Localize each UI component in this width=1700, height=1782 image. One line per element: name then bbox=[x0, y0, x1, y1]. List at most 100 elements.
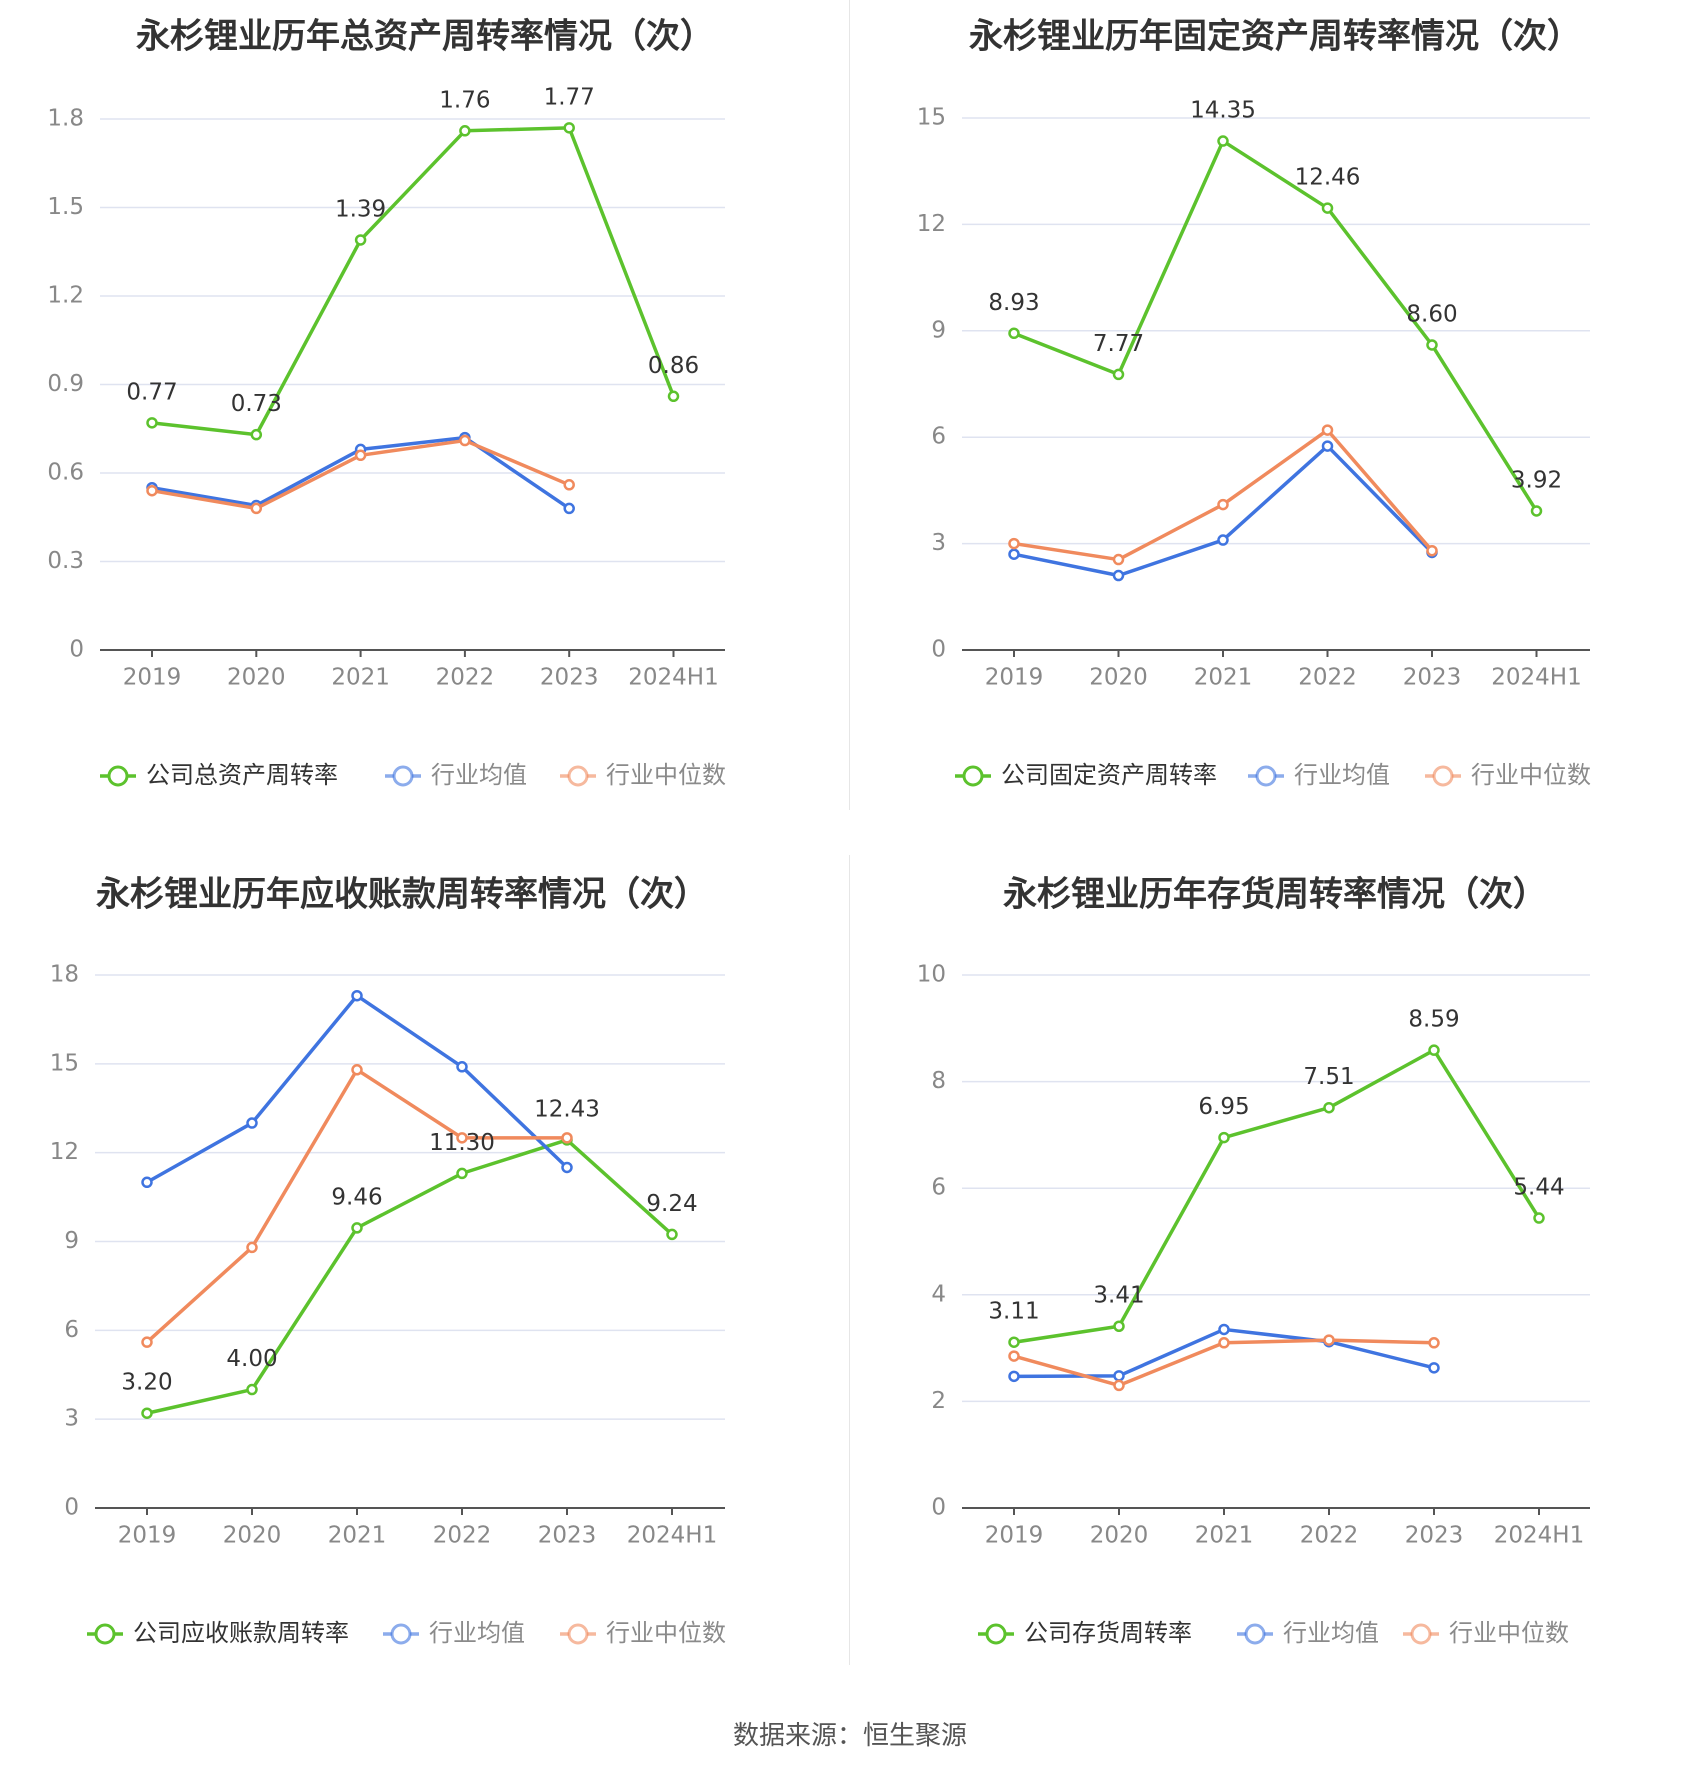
chart-1-ytick-label: 0 bbox=[69, 637, 84, 663]
chart-1-legend-marker-company bbox=[107, 765, 129, 787]
chart-2-data-label: 8.60 bbox=[1406, 301, 1457, 327]
chart-1-data-label: 0.73 bbox=[231, 391, 282, 417]
chart-1-data-label: 1.39 bbox=[335, 196, 386, 222]
chart-2-ytick-label: 15 bbox=[917, 105, 946, 131]
chart-2-legend-marker-avg bbox=[1255, 765, 1277, 787]
chart-4-point-company bbox=[1428, 1044, 1440, 1056]
chart-1-legend-marker-avg bbox=[392, 765, 414, 787]
chart-3-ytick-label: 12 bbox=[50, 1139, 79, 1165]
chart-4-legend-marker-avg bbox=[1244, 1623, 1266, 1645]
chart-3-ytick-label: 18 bbox=[50, 962, 79, 988]
chart-2-point-median bbox=[1426, 544, 1438, 557]
chart-1-data-label: 0.86 bbox=[648, 353, 699, 379]
chart-4-legend-marker-company bbox=[985, 1623, 1007, 1645]
chart-3-xtick-label: 2020 bbox=[223, 1523, 282, 1549]
chart-1-xtick-label: 2021 bbox=[331, 665, 390, 691]
chart-4-series-line-avg bbox=[1013, 1327, 1435, 1379]
chart-2-ytick-label: 12 bbox=[917, 211, 946, 237]
chart-4-point-median bbox=[1008, 1350, 1020, 1362]
chart-2-xtick-label: 2023 bbox=[1403, 665, 1462, 691]
chart-2-xtick-label: 2020 bbox=[1089, 665, 1148, 691]
chart-4-data-label: 7.51 bbox=[1303, 1064, 1354, 1090]
chart-3-legend-label-median: 行业中位数 bbox=[606, 1619, 726, 1647]
chart-3-title: 永杉锂业历年应收账款周转率情况（次） bbox=[96, 875, 708, 915]
chart-2-data-label: 3.92 bbox=[1511, 467, 1562, 493]
chart-4-ytick-label: 0 bbox=[931, 1495, 946, 1521]
chart-3-ytick-label: 9 bbox=[64, 1228, 79, 1254]
chart-4-point-avg bbox=[1218, 1323, 1230, 1336]
chart-4-point-avg bbox=[1428, 1362, 1440, 1374]
chart-3-point-company bbox=[666, 1228, 678, 1241]
chart-3-point-avg bbox=[561, 1161, 573, 1174]
chart-4-xtick-label: 2019 bbox=[985, 1523, 1044, 1549]
chart-2-data-label: 14.35 bbox=[1190, 98, 1256, 124]
chart-2-legend-label-company: 公司固定资产周转率 bbox=[1001, 761, 1217, 789]
chart-2-point-company bbox=[1530, 505, 1543, 517]
chart-1-legend-label-median: 行业中位数 bbox=[606, 761, 726, 789]
chart-2-title: 永杉锂业历年固定资产周转率情况（次） bbox=[969, 17, 1581, 57]
chart-2-series-line-avg bbox=[1013, 444, 1434, 578]
chart-2-ytick-label: 0 bbox=[931, 637, 946, 663]
chart-3-xtick-label: 2024H1 bbox=[627, 1523, 717, 1549]
chart-1-ytick-label: 1.8 bbox=[47, 106, 84, 132]
chart-2-point-median bbox=[1112, 553, 1125, 566]
chart-3-data-label: 9.46 bbox=[331, 1184, 382, 1210]
chart-3-ytick-label: 15 bbox=[50, 1050, 79, 1076]
vertical-divider-bottom bbox=[849, 855, 850, 1665]
chart-1-ytick-label: 0.9 bbox=[47, 371, 84, 397]
chart-1-xtick-label: 2023 bbox=[540, 665, 599, 691]
chart-1-legend-label-company: 公司总资产周转率 bbox=[146, 761, 338, 789]
chart-1-point-company bbox=[250, 428, 263, 441]
chart-4-data-label: 6.95 bbox=[1198, 1094, 1249, 1120]
chart-3-point-company bbox=[351, 1222, 363, 1234]
chart-3-point-avg bbox=[351, 989, 363, 1002]
chart-4-point-company bbox=[1113, 1320, 1125, 1332]
chart-4-legend-label-company: 公司存货周转率 bbox=[1024, 1619, 1192, 1647]
chart-4-point-company bbox=[1533, 1212, 1545, 1224]
chart-1-xtick-label: 2022 bbox=[436, 665, 495, 691]
chart-4-point-median bbox=[1323, 1334, 1335, 1346]
chart-1-point-median bbox=[354, 449, 367, 462]
chart-2-point-median bbox=[1321, 424, 1334, 436]
chart-3-point-median bbox=[246, 1241, 258, 1254]
chart-2-legend-marker-company bbox=[962, 765, 984, 787]
chart-3-legend-marker-median bbox=[567, 1623, 589, 1645]
chart-1-point-avg bbox=[563, 502, 575, 515]
chart-1-ytick-label: 1.5 bbox=[47, 194, 84, 220]
chart-1-data-label: 0.77 bbox=[126, 379, 177, 405]
chart-1-xtick-label: 2020 bbox=[227, 665, 286, 691]
chart-3-data-label: 11.30 bbox=[429, 1130, 495, 1156]
chart-2-data-label: 7.77 bbox=[1093, 331, 1144, 357]
chart-4-point-median bbox=[1113, 1379, 1125, 1392]
chart-1-legend-label-avg: 行业均值 bbox=[431, 761, 527, 789]
data-source-note: 数据来源：恒生聚源 bbox=[732, 1721, 967, 1751]
chart-2-xtick-label: 2022 bbox=[1298, 665, 1357, 691]
chart-2-series-line-company bbox=[1013, 139, 1538, 512]
chart-4-ytick-label: 4 bbox=[931, 1281, 946, 1307]
chart-2-point-avg bbox=[1321, 440, 1334, 452]
chart-4-xtick-label: 2024H1 bbox=[1494, 1523, 1584, 1549]
chart-2-xtick-label: 2019 bbox=[985, 665, 1044, 691]
chart-3-point-median bbox=[141, 1336, 153, 1348]
chart-2-point-company bbox=[1008, 327, 1020, 340]
chart-2-point-company bbox=[1426, 339, 1438, 351]
chart-2-point-company bbox=[1321, 202, 1334, 214]
chart-1-point-median bbox=[146, 484, 158, 497]
chart-4-series-line-company bbox=[1013, 1048, 1541, 1344]
chart-1-point-company bbox=[146, 417, 158, 429]
chart-3-point-company bbox=[141, 1407, 153, 1419]
chart-3-ytick-label: 3 bbox=[64, 1406, 79, 1432]
chart-2-point-company bbox=[1217, 135, 1229, 147]
chart-2-point-avg bbox=[1008, 548, 1020, 560]
chart-3-series-line-company bbox=[146, 1138, 674, 1415]
chart-3-point-avg bbox=[456, 1061, 468, 1073]
chart-2-xtick-label: 2024H1 bbox=[1491, 665, 1581, 691]
chart-3-point-avg bbox=[141, 1176, 153, 1189]
chart-2-data-label: 8.93 bbox=[988, 290, 1039, 316]
chart-3-point-company bbox=[246, 1383, 258, 1396]
chart-4-ytick-label: 10 bbox=[917, 962, 946, 988]
chart-2-point-avg bbox=[1217, 534, 1229, 546]
chart-3-point-company bbox=[456, 1167, 468, 1180]
chart-4-legend-marker-median bbox=[1410, 1623, 1432, 1645]
